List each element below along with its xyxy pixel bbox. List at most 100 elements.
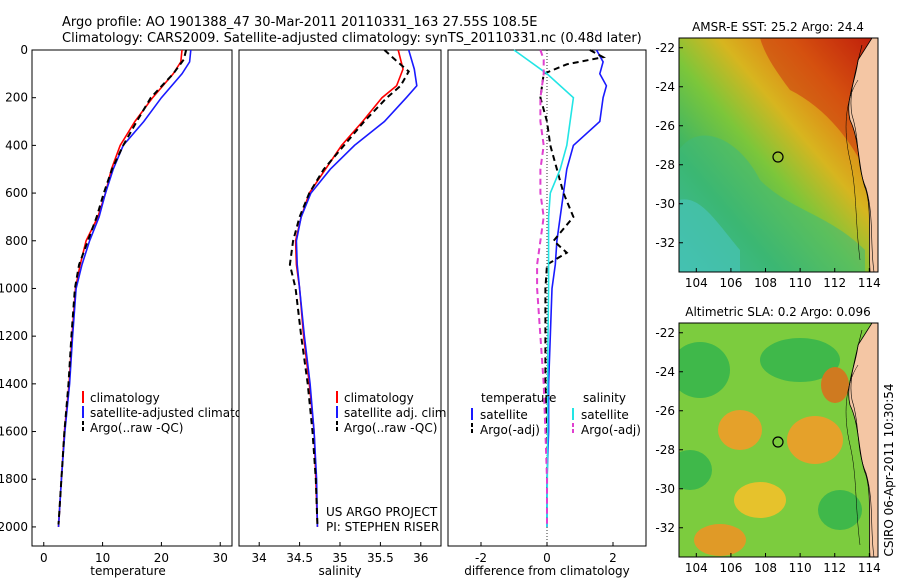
y-tick-label: 200 — [5, 91, 28, 105]
sst-map-frame — [678, 37, 879, 273]
salinity-xlabel: salinity — [318, 564, 361, 578]
sst-cold-patch — [679, 199, 740, 272]
sla-anomaly-blob — [679, 450, 712, 490]
x-tick-label: 10 — [95, 551, 110, 565]
y-tick-label: 1400 — [0, 377, 28, 391]
series-line-2 — [539, 49, 607, 525]
series-line-4 — [536, 49, 548, 525]
sla-anomaly-blob — [818, 490, 862, 530]
temperature-lines — [57, 49, 192, 527]
series-line-3 — [57, 49, 188, 525]
float-position-marker — [772, 436, 784, 448]
y-tick-label: 1000 — [0, 281, 28, 295]
y-tick-label: 0 — [20, 43, 28, 57]
legend-label: climatology — [90, 391, 160, 405]
sla-anomaly-blob — [734, 482, 786, 518]
map-x-tick-label: 112 — [823, 561, 846, 575]
x-tick-label: 35.5 — [367, 551, 394, 565]
project-label: US ARGO PROJECT — [326, 505, 438, 519]
y-tick-label: 1800 — [0, 472, 28, 486]
series-line-3 — [288, 49, 410, 525]
sla-bathymetry-contour — [845, 364, 861, 546]
legend-label: satellite — [480, 408, 528, 422]
sla-anomaly-blob — [694, 524, 746, 556]
series-line-2 — [295, 49, 418, 527]
map-y-tick-label: -24 — [655, 365, 675, 379]
map-x-tick-label: 108 — [754, 276, 777, 290]
legend-label: Argo(..raw -QC) — [90, 421, 183, 435]
map-y-tick-label: -22 — [655, 41, 675, 55]
x-tick-label: 20 — [154, 551, 169, 565]
sst-map-panel: AMSR-E SST: 25.2 Argo: 24.4 104 106 108 110… — [655, 20, 880, 290]
difference-xlabel: difference from climatology — [464, 564, 630, 578]
map-x-tick-label: 110 — [789, 276, 812, 290]
sst-warm-patch — [760, 38, 878, 200]
sst-map-title: AMSR-E SST: 25.2 Argo: 24.4 — [692, 20, 864, 34]
y-tick-label: 400 — [5, 138, 28, 152]
map-x-tick-label: 112 — [823, 276, 846, 290]
legend-label: Argo(-adj) — [581, 423, 641, 437]
map-y-tick-label: -26 — [655, 119, 675, 133]
difference-ticks: -2 0 2 — [475, 542, 617, 565]
map-y-tick-label: -30 — [655, 482, 675, 496]
map-y-tick-label: -26 — [655, 404, 675, 418]
map-y-tick-label: -24 — [655, 80, 675, 94]
map-x-tick-label: 106 — [719, 561, 742, 575]
temperature-axes-box — [31, 49, 233, 547]
x-tick-label: 2 — [609, 551, 617, 565]
x-tick-label: -2 — [475, 551, 487, 565]
pi-label: PI: STEPHEN RISER — [326, 520, 439, 534]
map-y-tick-label: -32 — [655, 521, 675, 535]
sla-anomaly-blob — [760, 338, 840, 382]
figure-title-line2: Climatology: CARS2009. Satellite-adjuste… — [62, 31, 642, 46]
sla-map-ticks: 104 106 108 110 112 114 -22 -24 -26 -28 -30 -32 — [655, 326, 880, 575]
x-tick-label: 35 — [332, 551, 347, 565]
sst-map-ticks: 104 106 108 110 112 114 -22 -24 -26 -28 -30 -32 — [655, 41, 880, 290]
sla-coastline — [850, 329, 875, 557]
sla-anomaly-blob — [787, 416, 843, 464]
sla-map-title: Altimetric SLA: 0.2 Argo: 0.096 — [685, 305, 870, 319]
series-line-1 — [546, 49, 608, 527]
salinity-lines — [288, 49, 418, 527]
difference-legend: temperature salinitysatelliteArgo(-adj)sa… — [471, 391, 641, 437]
float-position-marker — [772, 151, 784, 163]
y-tick-label: 1600 — [0, 425, 28, 439]
legend-label: Argo(..raw -QC) — [344, 421, 437, 435]
map-x-tick-label: 106 — [719, 276, 742, 290]
y-tick-label: 2000 — [0, 520, 28, 534]
salinity-ticks: 34 34.5 35 35.5 36 — [252, 542, 428, 565]
legend-title: salinity — [583, 391, 626, 405]
map-y-tick-label: -32 — [655, 236, 675, 250]
map-x-tick-label: 104 — [685, 561, 708, 575]
temperature-ticks: 0 10 20 30 0 200 400 600 800 1000 1200 1400 1600 1800… — [0, 43, 228, 565]
sla-anomaly-blob — [821, 367, 849, 403]
sla-anomaly-blob — [679, 342, 730, 398]
difference-panel: -2 0 2 temperature salinitysatelliteArgo(-a… — [447, 49, 647, 578]
map-x-tick-label: 108 — [754, 561, 777, 575]
legend-label: satellite-adjusted climatology — [90, 406, 268, 420]
map-x-tick-label: 114 — [858, 561, 881, 575]
legend-label: satellite adj. clim. — [344, 406, 450, 420]
sst-coastline — [850, 44, 875, 272]
temperature-panel: 0 10 20 30 0 200 400 600 800 1000 1200 1400 1600 1800… — [0, 43, 268, 578]
map-x-tick-label: 104 — [685, 276, 708, 290]
legend-label: satellite — [581, 408, 629, 422]
sla-map-panel: Altimetric SLA: 0.2 Argo: 0.096 104 106 10… — [655, 305, 880, 575]
legend-label: Argo(-adj) — [480, 423, 540, 437]
map-x-tick-label: 110 — [789, 561, 812, 575]
temperature-xlabel: temperature — [90, 564, 165, 578]
difference-lines — [513, 49, 608, 527]
map-x-tick-label: 114 — [858, 276, 881, 290]
salinity-axes-box — [238, 49, 442, 547]
y-tick-label: 800 — [5, 234, 28, 248]
y-tick-label: 1200 — [0, 329, 28, 343]
x-tick-label: 36 — [413, 551, 428, 565]
sst-bathymetry-contour — [845, 79, 861, 261]
x-tick-label: 34.5 — [286, 551, 313, 565]
legend-title: temperature — [481, 391, 556, 405]
map-y-tick-label: -22 — [655, 326, 675, 340]
